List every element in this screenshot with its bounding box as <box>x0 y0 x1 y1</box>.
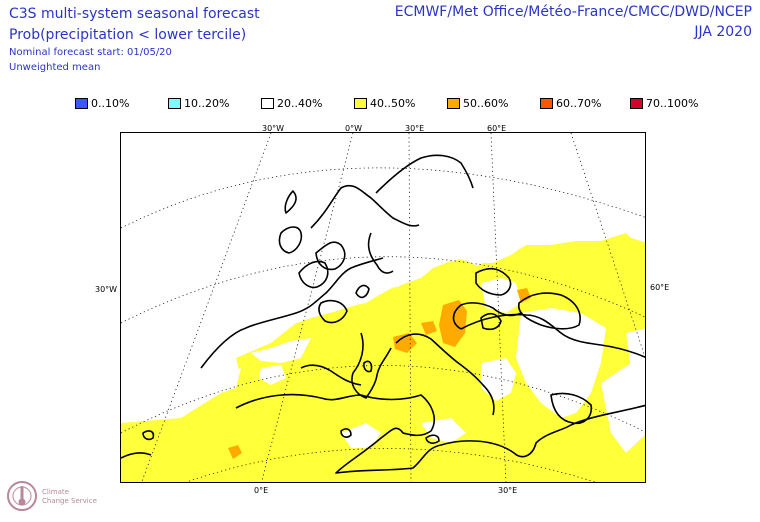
forecast-centres: ECMWF/Met Office/Météo-France/CMCC/DWD/N… <box>394 4 752 20</box>
lon-label-60e-right: 60°E <box>650 283 670 292</box>
mean-type: Unweighted mean <box>9 62 101 73</box>
legend-swatch <box>630 97 643 109</box>
legend-label: 50..60% <box>463 96 509 110</box>
lon-label-30w-top: 30°W <box>262 124 285 133</box>
legend-label: 10..20% <box>184 96 230 110</box>
legend-swatch <box>75 97 88 109</box>
legend-item-10-20: 10..20% <box>168 95 229 111</box>
logo-line-2: Change Service <box>42 497 97 505</box>
logo-line-1: Climate <box>42 488 69 496</box>
coastlines <box>121 154 645 474</box>
map-canvas <box>121 133 645 482</box>
forecast-map <box>120 132 646 483</box>
legend-swatch <box>168 97 181 109</box>
thermometer-globe-icon <box>7 481 37 511</box>
legend-item-0-10: 0..10% <box>75 95 129 111</box>
lon-label-60e-top: 60°E <box>487 124 507 133</box>
lon-label-0-top: 0°W <box>345 124 362 133</box>
legend-label: 20..40% <box>277 96 323 110</box>
forecast-season: JJA 2020 <box>694 24 752 40</box>
legend-item-40-50: 40..50% <box>354 95 415 111</box>
legend-item-20-40: 20..40% <box>261 95 322 111</box>
lon-label-30w-left: 30°W <box>95 285 118 294</box>
legend-item-50-60: 50..60% <box>447 95 508 111</box>
legend-swatch <box>540 97 553 109</box>
forecast-start: Nominal forecast start: 01/05/20 <box>9 47 172 58</box>
legend-label: 0..10% <box>91 96 130 110</box>
lon-label-0-bottom: 0°E <box>254 486 269 495</box>
legend-label: 70..100% <box>646 96 699 110</box>
prob-20-40-areas <box>121 133 645 453</box>
legend-swatch <box>354 97 367 109</box>
prob-50-60-areas <box>228 288 531 459</box>
legend-item-60-70: 60..70% <box>540 95 601 111</box>
lon-label-30e-top: 30°E <box>405 124 425 133</box>
legend-label: 60..70% <box>556 96 602 110</box>
legend-label: 40..50% <box>370 96 416 110</box>
lon-label-30e-bottom: 30°E <box>498 486 518 495</box>
legend-swatch <box>261 97 274 109</box>
map-title: C3S multi-system seasonal forecast <box>9 6 260 22</box>
legend-swatch <box>447 97 460 109</box>
legend-item-70-100: 70..100% <box>630 95 698 111</box>
copernicus-logo: Climate Change Service <box>6 478 116 518</box>
map-subtitle: Prob(precipitation < lower tercile) <box>9 27 247 43</box>
